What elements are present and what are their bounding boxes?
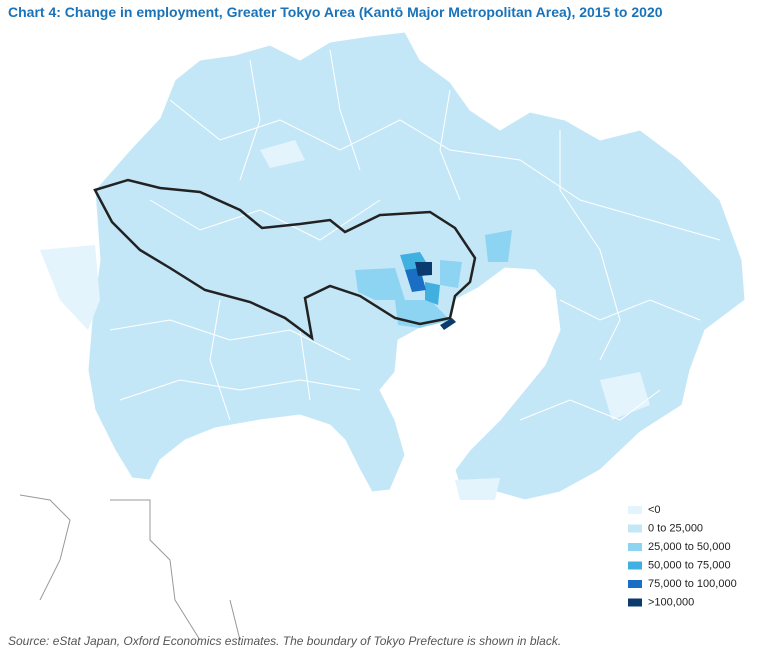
legend-swatch <box>628 580 642 588</box>
legend-swatch <box>628 543 642 551</box>
region <box>440 318 456 330</box>
coastline <box>19 494 241 641</box>
region <box>415 262 432 276</box>
legend-label: 75,000 to 100,000 <box>648 578 737 590</box>
source-note: Source: eStat Japan, Oxford Economics es… <box>8 634 562 648</box>
region <box>455 478 500 500</box>
legend: <0 0 to 25,000 25,000 to 50,000 50,000 to 7… <box>628 504 737 608</box>
region <box>440 260 462 288</box>
legend-swatch <box>628 561 642 570</box>
legend-swatch <box>628 506 642 514</box>
region <box>355 268 405 300</box>
region <box>485 230 512 262</box>
boundaries <box>109 49 721 421</box>
legend-label: 0 to 25,000 <box>648 522 703 534</box>
legend-label: 50,000 to 75,000 <box>648 559 731 571</box>
legend-swatch <box>628 598 642 607</box>
legend-swatch <box>628 524 642 533</box>
title: Chart 4: Change in employment, Greater T… <box>8 4 663 20</box>
tokyo-boundary <box>93 178 477 341</box>
region <box>425 282 440 305</box>
region <box>260 140 305 168</box>
region <box>40 245 100 330</box>
region <box>600 372 650 420</box>
legend-label: >100,000 <box>648 596 694 608</box>
legend-label: <0 <box>648 504 661 516</box>
legend-label: 25,000 to 50,000 <box>648 541 731 553</box>
